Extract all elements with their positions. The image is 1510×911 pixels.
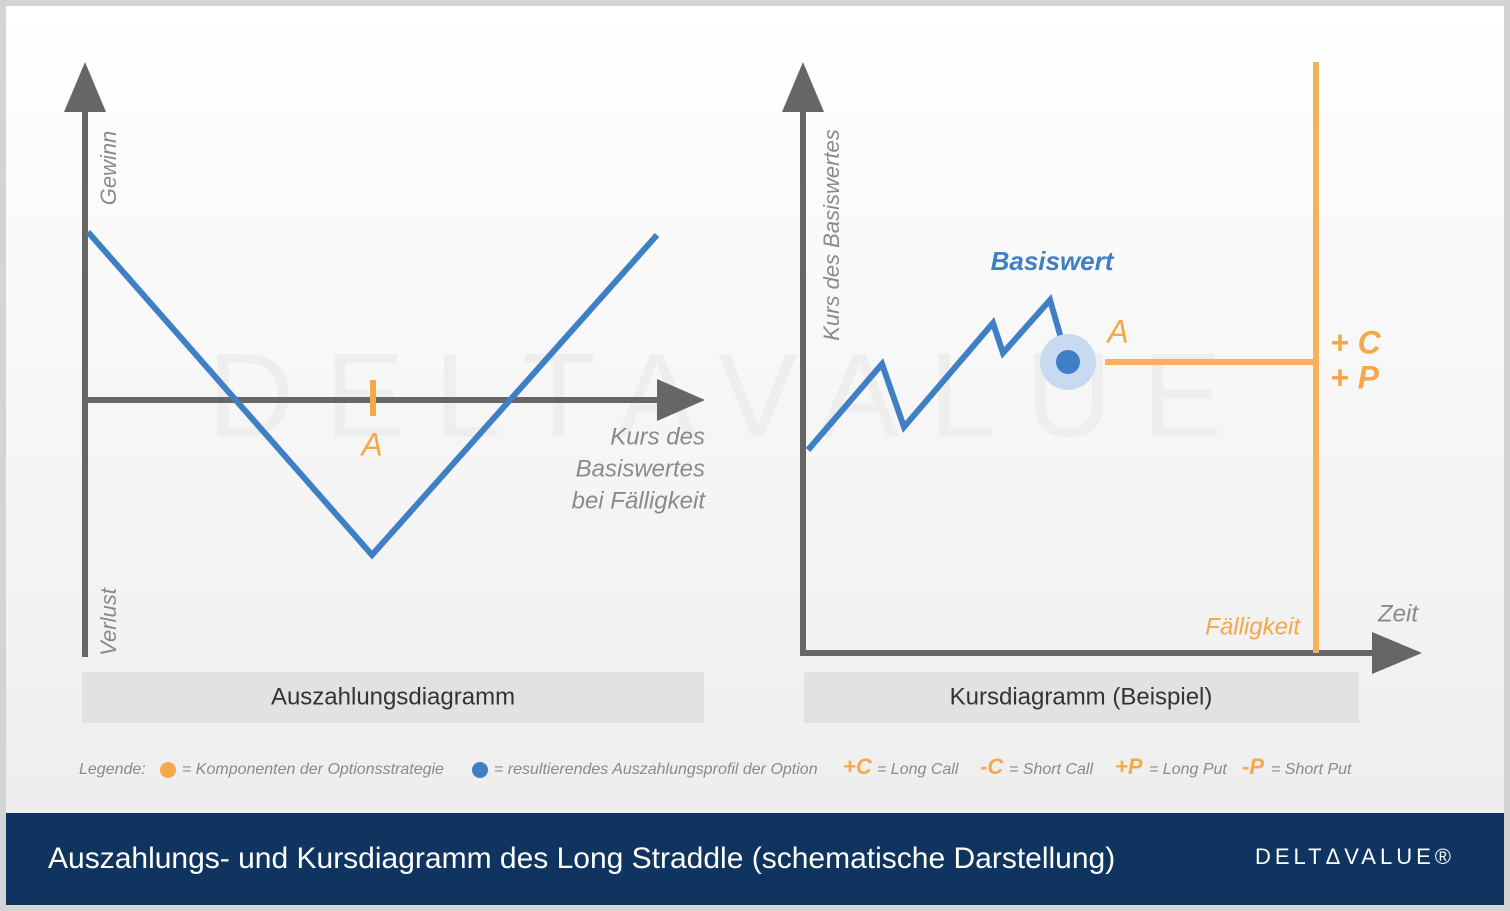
legend-symbol: +C (843, 754, 873, 779)
legend-text: = Short Put (1271, 761, 1352, 778)
price-line (805, 293, 1071, 452)
payoff-line (85, 230, 660, 560)
x-label: bei Fälligkeit (572, 487, 707, 514)
caption-box (82, 672, 704, 723)
x-label: Zeit (1377, 600, 1419, 627)
logo: DELTΔVALUE® (1255, 844, 1455, 869)
legend-symbol: -P (1242, 754, 1264, 779)
x-label: Kurs des (610, 423, 705, 450)
current-price (1056, 350, 1080, 374)
y-bottom-label: Verlust (96, 587, 121, 656)
y-label: Kurs des Basiswertes (819, 129, 844, 341)
legend-dot (160, 762, 176, 778)
legend-text: = Komponenten der Optionsstrategie (182, 761, 444, 778)
component: + P (1330, 359, 1380, 395)
legend-dot (472, 762, 488, 778)
expiry-label: Fälligkeit (1205, 613, 1301, 640)
strike-label: A (359, 426, 382, 462)
background (6, 6, 1504, 905)
arrow (64, 62, 106, 112)
legend-symbol: +P (1115, 754, 1143, 779)
legend-text: = resultierendes Auszahlungsprofil der O… (494, 761, 818, 778)
legend-symbol: -C (980, 754, 1004, 779)
arrow (1372, 632, 1422, 674)
legend-label: Legende: (79, 761, 146, 778)
underlying-label: Basiswert (991, 246, 1115, 276)
arrow (782, 62, 824, 112)
x-label: Basiswertes (576, 455, 705, 482)
caption: Kursdiagramm (Beispiel) (950, 683, 1213, 710)
legend-text: = Long Call (877, 761, 959, 778)
footer (6, 813, 1504, 905)
legend-text: = Long Put (1149, 761, 1227, 778)
arrow (657, 379, 705, 421)
component: + C (1330, 324, 1382, 360)
legend-text: = Short Call (1009, 761, 1093, 778)
strike-label: A (1105, 313, 1128, 349)
caption-box (804, 672, 1359, 723)
y-top-label: Gewinn (96, 131, 121, 206)
footer-title: Auszahlungs- und Kursdiagramm des Long S… (48, 842, 1115, 875)
caption: Auszahlungsdiagramm (271, 683, 515, 710)
